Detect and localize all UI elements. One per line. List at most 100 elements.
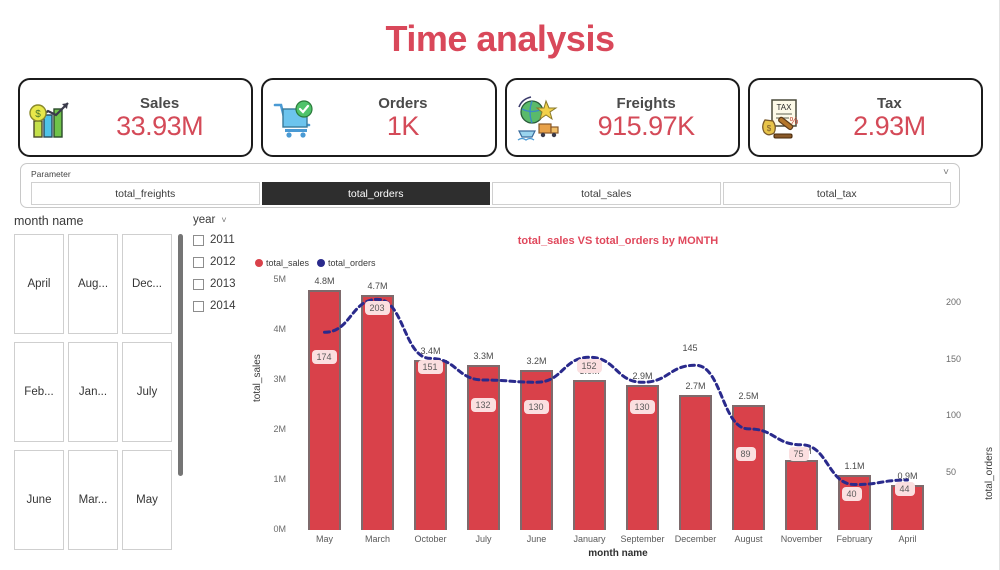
chart-legend: total_sales total_orders (255, 258, 376, 268)
kpi-text-freights: Freights 915.97K (563, 96, 730, 140)
month-slicer-item[interactable]: July (122, 342, 172, 442)
line-value-label: 130 (523, 400, 549, 415)
orders-line-series (323, 297, 909, 487)
legend-item-total-orders[interactable]: total_orders (317, 258, 376, 268)
bar-value-label: 1.1M (844, 461, 865, 471)
legend-item-total-sales[interactable]: total_sales (255, 258, 309, 268)
kpi-value: 915.97K (597, 110, 696, 141)
x-axis-tick: June (526, 534, 547, 544)
y-axis-tick-left: 3M (273, 374, 286, 384)
parameter-option-total-freights[interactable]: total_freights (31, 182, 260, 205)
chevron-down-icon[interactable]: ˅ (943, 167, 949, 178)
bar-value-label: 3.4M (420, 346, 441, 356)
parameter-slicer-label: Parameter (31, 169, 71, 179)
x-axis-tick: December (674, 534, 717, 544)
y-axis-tick-left: 4M (273, 324, 286, 334)
bar-value-label: 3.3M (473, 351, 494, 361)
month-slicer-title: month name (14, 214, 84, 228)
chart-bar[interactable] (413, 360, 448, 530)
month-slicer-item[interactable]: April (14, 234, 64, 334)
parameter-option-total-tax[interactable]: total_tax (722, 182, 951, 205)
svg-text:TAX: TAX (776, 103, 792, 112)
parameter-slicer-header: Parameter ˅ (31, 167, 951, 180)
x-axis-tick: January (573, 534, 606, 544)
year-slicer[interactable]: year ˅ 2011 2012 2013 2014 (193, 214, 255, 324)
month-slicer-item[interactable]: Dec... (122, 234, 172, 334)
svg-text:$: $ (767, 124, 772, 133)
bar-value-label: 0.9M (897, 471, 918, 481)
year-slicer-item-2012[interactable]: 2012 (193, 251, 255, 273)
month-slicer-scrollbar-thumb[interactable] (178, 234, 183, 476)
kpi-text-sales: Sales 33.93M (76, 96, 243, 140)
x-axis-tick: April (898, 534, 917, 544)
checkbox-icon[interactable] (193, 234, 204, 246)
month-name-slicer[interactable]: month name April Aug... Dec... Feb... Ja… (14, 214, 186, 562)
year-slicer-item-2011[interactable]: 2011 (193, 229, 255, 251)
month-slicer-item[interactable]: Feb... (14, 342, 64, 442)
bar-value-label: 2.5M (738, 391, 759, 401)
y-axis-tick-right: 200 (946, 296, 962, 307)
line-value-label: 89 (735, 446, 756, 461)
bar-value-label: 2.9M (632, 371, 653, 381)
y-axis-tick-left: 2M (273, 424, 286, 434)
kpi-text-tax: Tax 2.93M (806, 96, 973, 140)
year-slicer-title: year (193, 214, 216, 226)
kpi-label: Freights (616, 94, 676, 112)
checkbox-icon[interactable] (193, 278, 204, 290)
line-value-label: 40 (841, 486, 862, 501)
month-slicer-grid: April Aug... Dec... Feb... Jan... July J… (14, 234, 186, 560)
x-axis-tick: November (780, 534, 823, 544)
kpi-card-tax[interactable]: TAX % $ Tax 2.93M (747, 78, 983, 157)
checkbox-icon[interactable] (193, 300, 204, 312)
chart-bar[interactable] (572, 380, 607, 530)
month-slicer-item[interactable]: Aug... (68, 234, 118, 334)
year-slicer-item-2013[interactable]: 2013 (193, 273, 255, 295)
line-value-label: 130 (629, 400, 655, 415)
parameter-slicer[interactable]: Parameter ˅ total_freights total_orders … (20, 163, 960, 208)
month-slicer-item[interactable]: Mar... (68, 450, 118, 550)
month-slicer-item[interactable]: May (122, 450, 172, 550)
kpi-label: Tax (877, 94, 902, 112)
globe-truck-ship-icon (517, 95, 559, 141)
page-title: Time analysis (385, 18, 615, 59)
month-slicer-item[interactable]: Jan... (68, 342, 118, 442)
x-axis-tick: September (620, 534, 665, 544)
kpi-value: 2.93M (853, 110, 926, 141)
chart-bar[interactable] (360, 295, 395, 530)
legend-label: total_orders (328, 258, 376, 268)
month-slicer-item[interactable]: June (14, 450, 64, 550)
svg-text:$: $ (35, 109, 41, 120)
kpi-card-orders[interactable]: Orders 1K (261, 78, 497, 157)
parameter-option-total-sales[interactable]: total_sales (492, 182, 721, 205)
svg-text:%: % (789, 116, 798, 127)
x-axis-tick: October (414, 534, 447, 544)
chart-bar[interactable] (678, 395, 713, 530)
legend-swatch-icon (317, 259, 326, 267)
y-axis-tick-left: 1M (273, 474, 286, 484)
line-value-label: 132 (470, 398, 496, 412)
parameter-slicer-buttons: total_freights total_orders total_sales … (31, 182, 951, 205)
x-axis-tick: August (734, 534, 763, 544)
line-value-label: 44 (894, 482, 915, 496)
combo-chart[interactable]: total_sales VS total_orders by MONTH tot… (250, 214, 995, 566)
year-slicer-label: 2012 (210, 256, 236, 268)
parameter-option-total-orders[interactable]: total_orders (261, 182, 490, 205)
line-value-label: 151 (417, 360, 443, 375)
line-value-label: 203 (364, 301, 390, 316)
chart-plot-area[interactable]: total_sales total_orders month name 0M 1M… (250, 272, 995, 566)
chart-bar[interactable] (519, 370, 554, 530)
chart-bar[interactable] (466, 365, 501, 530)
kpi-card-sales[interactable]: $ Sales 33.93M (18, 78, 254, 157)
checkbox-icon[interactable] (193, 256, 204, 268)
kpi-card-row: $ Sales 33.93M Orders 1K (18, 78, 983, 157)
year-slicer-item-2014[interactable]: 2014 (193, 295, 255, 317)
x-axis-title: month name (588, 548, 648, 559)
x-axis-tick: May (315, 534, 333, 544)
kpi-label: Sales (140, 94, 180, 112)
line-value-label: 75 (788, 446, 809, 461)
chart-bar[interactable] (784, 460, 819, 530)
y-axis-tick-left: 5M (273, 274, 286, 284)
kpi-card-freights[interactable]: Freights 915.97K (504, 78, 740, 157)
chevron-down-icon[interactable]: ˅ (221, 215, 227, 225)
